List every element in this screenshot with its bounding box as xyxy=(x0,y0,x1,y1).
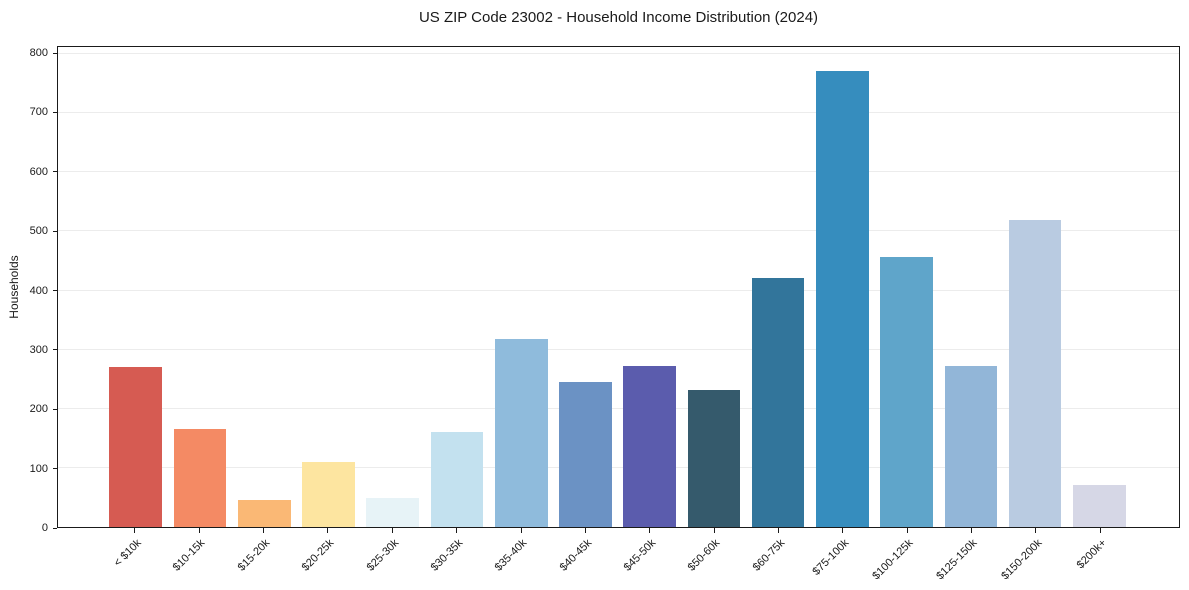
x-tick-mark xyxy=(1099,528,1101,533)
x-axis: < $10k $10-15k $15-20k $20-25k $25-30k $30-35… xyxy=(57,528,1180,590)
gridline xyxy=(58,112,1179,114)
x-tick-label: $200k+ xyxy=(1074,537,1109,572)
bar xyxy=(880,256,933,527)
x-tick-label: $45-50k xyxy=(621,537,659,574)
x-tick-mark xyxy=(649,528,651,533)
x-tick-mark xyxy=(327,528,329,533)
x-tick-label: $15-20k xyxy=(235,537,273,574)
bar xyxy=(816,71,869,527)
x-tick-label: $40-45k xyxy=(557,537,594,574)
x-tick-label: $75-100k xyxy=(810,537,852,578)
x-tick-label: $10-15k xyxy=(171,537,208,574)
y-tick-mark xyxy=(53,52,57,54)
gridline xyxy=(58,53,1179,55)
bar xyxy=(1073,485,1126,527)
chart-title: US ZIP Code 23002 - Household Income Dis… xyxy=(418,9,819,26)
y-tick-mark xyxy=(53,349,57,351)
x-tick-mark xyxy=(198,528,200,533)
bar xyxy=(302,461,355,527)
x-tick-mark xyxy=(842,528,844,533)
bar xyxy=(1008,219,1062,527)
x-tick-label: $50-60k xyxy=(685,537,723,574)
y-tick-mark xyxy=(53,408,57,410)
bar xyxy=(623,366,676,527)
bar xyxy=(751,278,805,527)
y-tick-mark xyxy=(53,111,57,113)
gridline xyxy=(58,289,1179,291)
x-tick-label: $60-75k xyxy=(750,537,787,574)
y-tick-mark xyxy=(53,290,57,292)
x-tick-label: $150-200k xyxy=(999,537,1045,583)
y-tick-mark xyxy=(53,527,57,529)
y-tick-label: 0 xyxy=(41,522,48,534)
gridline xyxy=(58,230,1179,232)
x-tick-label: $100-125k xyxy=(870,537,916,583)
y-tick-label: 100 xyxy=(29,462,48,475)
bar xyxy=(237,499,291,527)
x-tick-mark xyxy=(520,528,522,533)
bar xyxy=(430,432,484,527)
y-tick-mark xyxy=(53,468,57,470)
x-tick-mark xyxy=(456,528,458,533)
plot-area xyxy=(57,46,1180,528)
bar xyxy=(366,498,420,527)
bar xyxy=(109,367,163,527)
x-tick-mark xyxy=(584,528,586,533)
x-tick-mark xyxy=(263,528,265,533)
y-tick-label: 300 xyxy=(29,343,48,356)
bar xyxy=(944,366,998,527)
x-tick-label: < $10k xyxy=(111,537,144,570)
bar xyxy=(173,429,227,527)
y-tick-label: 500 xyxy=(29,225,48,238)
gridline xyxy=(58,171,1179,173)
bar xyxy=(559,382,612,527)
y-tick-label: 400 xyxy=(29,284,48,297)
bar xyxy=(687,389,741,527)
gridline xyxy=(58,348,1179,350)
x-tick-label: $30-35k xyxy=(428,537,466,574)
x-tick-mark xyxy=(777,528,779,533)
x-tick-label: $35-40k xyxy=(492,537,530,574)
x-tick-mark xyxy=(1035,528,1037,533)
x-tick-mark xyxy=(970,528,972,533)
x-tick-label: $20-25k xyxy=(299,537,337,574)
x-tick-label: $25-30k xyxy=(364,537,401,574)
y-tick-mark xyxy=(53,171,57,173)
y-tick-label: 800 xyxy=(29,47,48,60)
gridline xyxy=(58,466,1179,468)
y-tick-label: 600 xyxy=(29,165,48,178)
gridline xyxy=(58,407,1179,409)
y-axis: 0 100 200 300 400 500 600 700 800 xyxy=(0,46,57,534)
x-tick-mark xyxy=(134,528,136,533)
bar xyxy=(494,339,548,527)
x-tick-mark xyxy=(906,528,908,533)
y-tick-label: 200 xyxy=(29,403,48,416)
y-tick-label: 700 xyxy=(29,106,48,119)
x-tick-mark xyxy=(713,528,715,533)
x-tick-label: $125-150k xyxy=(934,537,980,583)
y-tick-mark xyxy=(53,230,57,232)
x-tick-mark xyxy=(391,528,393,533)
